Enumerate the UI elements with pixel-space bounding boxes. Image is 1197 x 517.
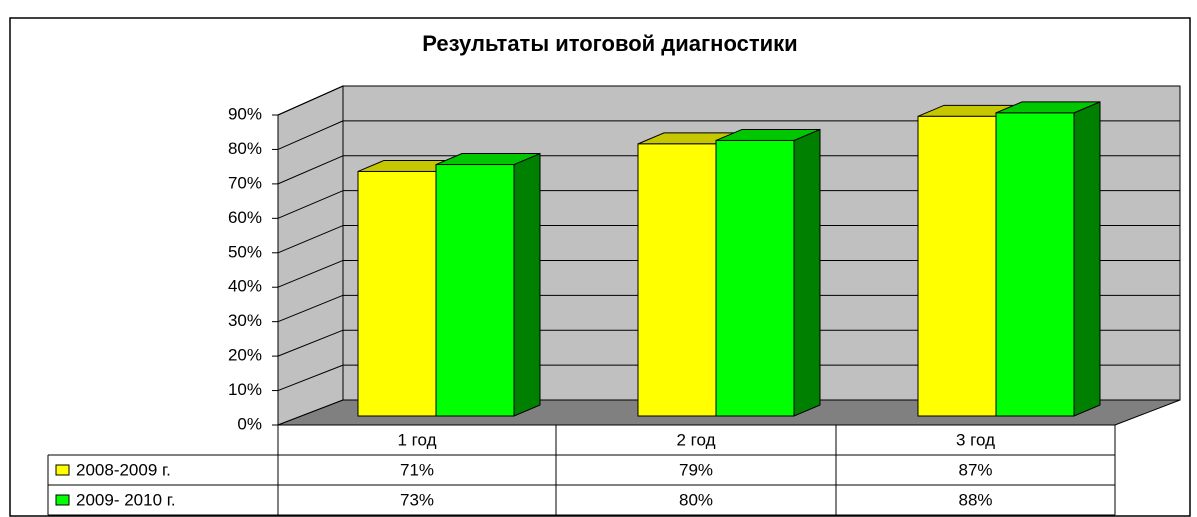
y-tick-label: 20%: [228, 346, 262, 365]
y-tick-label: 80%: [228, 139, 262, 158]
legend-label: 2008-2009 г.: [76, 460, 171, 479]
x-tick-label: 2 год: [676, 430, 715, 449]
legend-swatch: [55, 464, 70, 476]
grid-line: [277, 294, 344, 323]
grid-line: [277, 190, 344, 219]
grid-line: [277, 329, 344, 357]
bar: [917, 115, 997, 417]
grid-line: [277, 364, 344, 392]
bar-side: [793, 128, 821, 417]
y-tick-label: 70%: [228, 173, 262, 192]
side-wall: [277, 85, 344, 426]
grid-line: [277, 155, 344, 185]
grid-line: [277, 225, 344, 254]
chart-title: Результаты итоговой диагностики: [422, 31, 797, 56]
bar: [637, 143, 717, 417]
y-tick-label: 30%: [228, 311, 262, 330]
data-label: 79%: [679, 460, 713, 479]
bar: [715, 139, 795, 417]
legend-label: 2009- 2010 г.: [76, 490, 176, 509]
data-label: 88%: [958, 490, 992, 509]
data-label: 71%: [400, 460, 434, 479]
y-tick-label: 50%: [228, 242, 262, 261]
y-tick-label: 0%: [237, 414, 262, 433]
x-tick-label: 1 год: [397, 430, 436, 449]
y-tick-label: 40%: [228, 277, 262, 296]
data-label: 80%: [679, 490, 713, 509]
y-tick-label: 90%: [228, 104, 262, 123]
legend-swatch: [55, 494, 70, 506]
bar-side: [1073, 101, 1101, 417]
x-tick-label: 3 год: [956, 430, 995, 449]
data-label: 73%: [400, 490, 434, 509]
data-label: 87%: [958, 460, 992, 479]
grid-line: [277, 259, 344, 288]
bar-side: [513, 152, 541, 417]
y-tick-label: 10%: [228, 380, 262, 399]
bar: [995, 112, 1075, 417]
bar: [435, 164, 515, 417]
grid-line: [277, 85, 344, 116]
y-tick-label: 60%: [228, 208, 262, 227]
bar: [357, 170, 437, 417]
grid-line: [277, 120, 344, 150]
